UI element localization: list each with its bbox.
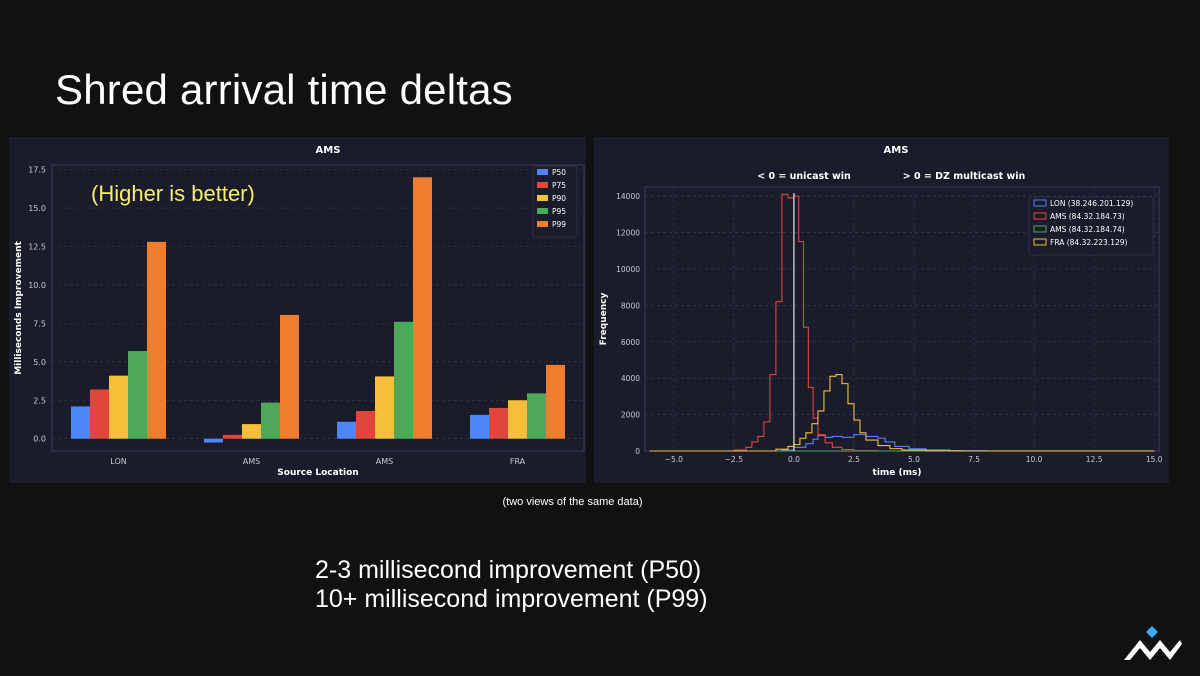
bar-p95-fra [527, 393, 546, 439]
summary-line-p50: 2-3 millisecond improvement (P50) [315, 556, 702, 584]
y-tick-label: 12000 [616, 229, 640, 238]
legend-swatch-1 [1033, 212, 1047, 220]
legend-swatch-2 [1033, 225, 1047, 233]
y-tick-label: 0 [635, 447, 640, 456]
x-tick-label: 0.0 [788, 455, 800, 464]
bar-p95-lon [128, 351, 147, 439]
bar-p99-fra [546, 364, 565, 439]
logo-mark-icon [1124, 640, 1182, 660]
x-tick-label: −5.0 [665, 455, 683, 464]
y-tick-label: 6000 [621, 338, 640, 347]
bar-p99-ams [413, 177, 432, 439]
legend-box [1028, 196, 1154, 256]
x-tick-label: 10.0 [1026, 455, 1043, 464]
bar-p99-ams [280, 314, 299, 439]
bar-p90-lon [109, 375, 128, 439]
x-tick-label: 12.5 [1086, 455, 1103, 464]
legend-label-1: AMS (84.32.184.73) [1050, 212, 1125, 221]
y-tick-label: 5.0 [33, 358, 46, 367]
y-axis-label: Frequency [599, 293, 609, 346]
bar-p75-ams [356, 411, 375, 439]
x-tick-label: LON [110, 457, 126, 466]
x-tick-label: AMS [243, 457, 260, 466]
legend-swatch-0 [1033, 199, 1047, 207]
x-axis-label: Source Location [277, 468, 358, 478]
legend-swatch-p99 [537, 221, 548, 227]
subtitle-multicast: > 0 = DZ multicast win [903, 171, 1026, 182]
legend-label-p75: P75 [552, 181, 566, 190]
bar-chart-title: AMS [316, 145, 341, 156]
bar-p50-fra [470, 414, 489, 439]
slide-title: Shred arrival time deltas [55, 66, 513, 113]
bar-p90-ams [242, 424, 261, 439]
y-tick-label: 0.0 [33, 435, 46, 444]
y-tick-label: 2.5 [33, 396, 46, 405]
bar-p75-fra [489, 407, 508, 439]
histogram-title: AMS [884, 145, 909, 156]
y-tick-label: 2000 [621, 411, 640, 420]
y-tick-label: 15.0 [28, 204, 46, 213]
legend-label-p50: P50 [552, 168, 566, 177]
x-axis-label: time (ms) [873, 468, 922, 478]
x-tick-label: AMS [376, 457, 393, 466]
x-tick-label: 2.5 [848, 455, 860, 464]
subtitle-unicast: < 0 = unicast win [757, 171, 851, 182]
bar-p50-lon [71, 406, 90, 439]
logo-accent-icon [1146, 626, 1158, 638]
x-tick-label: 7.5 [968, 455, 980, 464]
x-tick-label: −2.5 [725, 455, 743, 464]
histogram-chart: 0 2000 4000 6000 8000 10000 12000 14000 −5.0 −2.5… [599, 145, 1163, 478]
legend-label-0: LON (38.246.201.129) [1050, 199, 1133, 208]
bar-p90-fra [508, 400, 527, 439]
bar-p50-ams [337, 421, 356, 439]
bar-p75-lon [90, 389, 109, 439]
legend-swatch-3 [1033, 238, 1047, 246]
bar-p95-ams [261, 402, 280, 439]
y-tick-label: 10.0 [28, 281, 46, 290]
bar-chart: 0.0 2.5 5.0 7.5 10.0 12.5 15.0 17.5 AMS (Higher i… [14, 145, 585, 478]
legend-label-p95: P95 [552, 207, 566, 216]
y-tick-label: 14000 [616, 192, 640, 201]
legend-swatch-p90 [537, 195, 548, 201]
histogram-series-3 [649, 373, 1155, 452]
bar-p90-ams [375, 376, 394, 439]
bar-chart-panel: 0.0 2.5 5.0 7.5 10.0 12.5 15.0 17.5 AMS (Higher i… [9, 137, 586, 483]
plot-frame [51, 164, 585, 452]
legend-swatch-p95 [537, 208, 548, 214]
bar-p99-lon [147, 241, 166, 439]
x-tick-label: 15.0 [1146, 455, 1163, 464]
histogram-panel: 0 2000 4000 6000 8000 10000 12000 14000 −5.0 −2.5… [594, 137, 1169, 483]
bar-p75-ams [223, 434, 242, 439]
legend-label-p90: P90 [552, 194, 566, 203]
higher-is-better-annotation: (Higher is better) [91, 181, 255, 206]
y-axis-label: Milliseconds Improvement [14, 241, 24, 375]
legend-swatch-p50 [537, 169, 548, 175]
caption: (two views of the same data) [502, 496, 643, 508]
x-tick-label: FRA [510, 457, 526, 466]
y-tick-label: 4000 [621, 374, 640, 383]
legend-label-p99: P99 [552, 220, 566, 229]
y-tick-label: 17.5 [28, 166, 46, 175]
y-tick-label: 10000 [616, 265, 640, 274]
x-tick-label: 5.0 [908, 455, 920, 464]
bar-p50-ams [204, 438, 223, 443]
bar-p95-ams [394, 321, 413, 439]
y-tick-label: 12.5 [28, 242, 46, 251]
doublezero-logo [1124, 626, 1182, 660]
legend-label-3: FRA (84.32.223.129) [1050, 238, 1128, 247]
legend-swatch-p75 [537, 182, 548, 188]
summary-text: 2-3 millisecond improvement (P50) 10+ mi… [315, 556, 708, 614]
y-tick-label: 8000 [621, 301, 640, 310]
summary-line-p99: 10+ millisecond improvement (P99) [315, 585, 708, 613]
legend-label-2: AMS (84.32.184.74) [1050, 225, 1125, 234]
y-tick-label: 7.5 [33, 319, 46, 328]
